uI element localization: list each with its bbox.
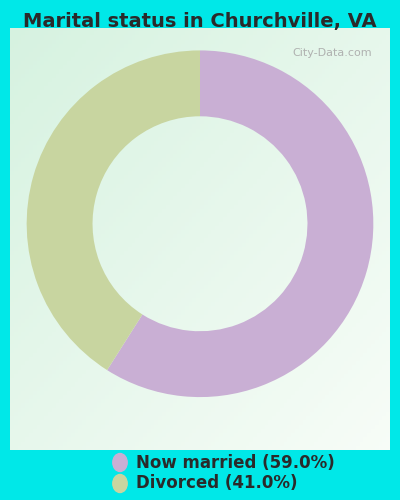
Wedge shape	[107, 50, 373, 397]
Text: Now married (59.0%): Now married (59.0%)	[136, 454, 335, 471]
Text: City-Data.com: City-Data.com	[292, 48, 372, 58]
Text: Divorced (41.0%): Divorced (41.0%)	[136, 474, 298, 492]
Wedge shape	[27, 50, 200, 370]
Text: Marital status in Churchville, VA: Marital status in Churchville, VA	[23, 12, 377, 32]
